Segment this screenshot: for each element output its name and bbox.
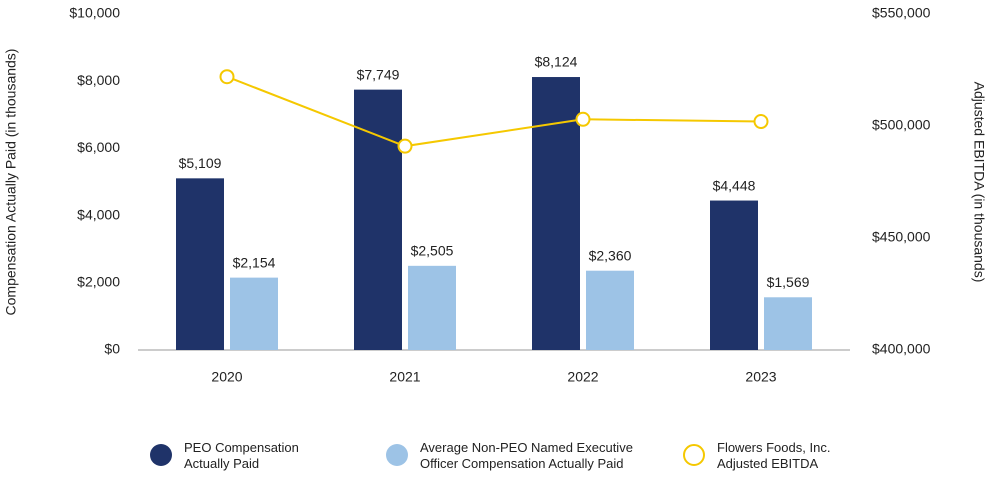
chart: Compensation Actually Paid (in thousands…: [3, 5, 988, 385]
data-label: $2,154: [233, 254, 276, 270]
y2-tick-label: $400,000: [872, 341, 931, 357]
data-label: $2,360: [589, 247, 632, 263]
legend-label: Average Non-PEO Named Executive Officer …: [420, 440, 633, 471]
bar: [176, 178, 224, 350]
line-marker: [219, 69, 235, 85]
x-tick-label: 2022: [567, 369, 598, 385]
legend-label: PEO Compensation Actually Paid: [184, 440, 299, 471]
legend-swatch: [683, 444, 705, 466]
y-tick-label: $6,000: [77, 139, 120, 155]
data-label: $2,505: [411, 243, 454, 259]
data-label: $4,448: [713, 177, 756, 193]
bar: [230, 277, 278, 350]
legend-swatch: [386, 444, 408, 466]
line-marker: [397, 138, 413, 154]
legend-label: Flowers Foods, Inc. Adjusted EBITDA: [717, 440, 831, 471]
line-marker: [575, 111, 591, 127]
legend-item: Average Non-PEO Named Executive Officer …: [386, 440, 635, 472]
y-axis-title: Compensation Actually Paid (in thousands…: [3, 49, 19, 316]
data-label: $7,749: [357, 66, 400, 82]
bar: [586, 270, 634, 350]
data-label: $1,569: [767, 274, 810, 290]
data-label: $8,124: [535, 54, 578, 70]
bar: [354, 89, 402, 350]
line: [226, 75, 762, 148]
x-tick-label: 2023: [745, 369, 776, 385]
bar: [408, 265, 456, 350]
legend-item: PEO Compensation Actually Paid: [150, 440, 314, 472]
y-tick-label: $4,000: [77, 206, 120, 222]
y2-axis-title: Adjusted EBITDA (in thousands): [971, 82, 987, 283]
line-marker: [753, 114, 769, 130]
legend-swatch: [150, 444, 172, 466]
y-tick-label: $0: [104, 341, 120, 357]
y2-tick-label: $550,000: [872, 5, 931, 21]
y2-tick-label: $500,000: [872, 117, 931, 133]
bar: [764, 297, 812, 350]
x-tick-label: 2021: [389, 369, 420, 385]
bar: [710, 200, 758, 350]
y-tick-label: $10,000: [69, 5, 120, 21]
x-tick-label: 2020: [211, 369, 242, 385]
legend-item: Flowers Foods, Inc. Adjusted EBITDA: [683, 440, 852, 472]
bar: [532, 77, 580, 350]
y-tick-label: $2,000: [77, 274, 120, 290]
data-label: $5,109: [179, 155, 222, 171]
y-tick-label: $8,000: [77, 72, 120, 88]
y2-tick-label: $450,000: [872, 229, 931, 245]
